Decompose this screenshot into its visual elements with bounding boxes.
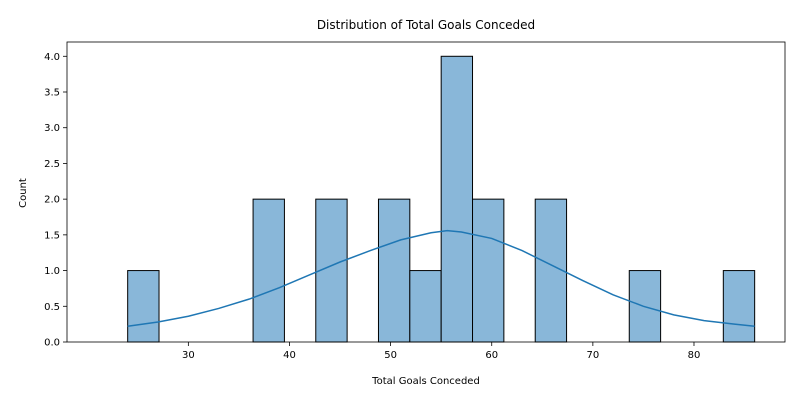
y-tick-label: 2.5 <box>44 159 60 170</box>
histogram-bars <box>127 55 756 343</box>
x-tick-label: 60 <box>485 350 498 361</box>
histogram-bar-2 <box>252 198 285 343</box>
y-tick-label: 0.0 <box>44 338 60 349</box>
y-tick-label: 3.0 <box>44 123 60 134</box>
y-tick-label: 3.5 <box>44 88 60 99</box>
kde-line <box>127 229 755 328</box>
histogram-bar-5 <box>409 270 442 343</box>
histogram-bar-4 <box>377 198 411 343</box>
x-tick-label: 50 <box>384 350 397 361</box>
plot-frame <box>66 41 786 343</box>
histogram-bar-7 <box>472 198 505 343</box>
y-axis-label: Count <box>18 178 29 208</box>
histogram-bar-6 <box>440 55 474 343</box>
y-tick-label: 1.0 <box>44 266 60 277</box>
y-tick-label: 0.5 <box>44 302 60 313</box>
y-axis: 0.0 0.5 1.0 1.5 2.0 2.5 3.0 3.5 4.0 <box>44 52 67 349</box>
kde-curve-group <box>127 229 755 328</box>
x-axis-label: Total Goals Conceded <box>371 376 480 387</box>
x-tick-label: 70 <box>586 350 599 361</box>
x-tick-label: 40 <box>283 350 296 361</box>
chart-title: Distribution of Total Goals Conceded <box>317 18 535 32</box>
x-tick-label: 30 <box>182 350 195 361</box>
y-tick-label: 1.5 <box>44 230 60 241</box>
y-tick-label: 4.0 <box>44 52 60 63</box>
x-tick-label: 80 <box>688 350 701 361</box>
histogram-bar-1 <box>127 270 160 343</box>
y-tick-label: 2.0 <box>44 195 60 206</box>
histogram-bar-10 <box>722 270 756 343</box>
x-axis: 30 40 50 60 70 80 <box>182 342 700 361</box>
